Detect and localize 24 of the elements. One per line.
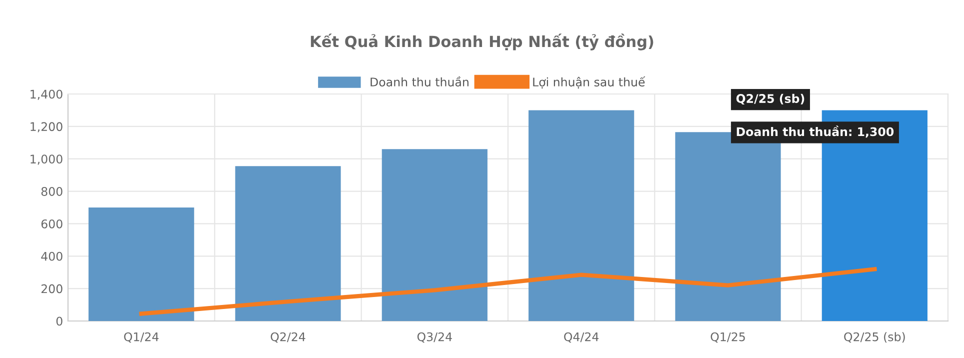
annotation: Q2/25 (sb) (736, 94, 804, 105)
x-tick-label: Q1/24 (124, 332, 159, 343)
y-tick-label: 800 (41, 187, 62, 196)
y-tick-label: 600 (41, 219, 62, 228)
x-tick-label: Q4/24 (564, 332, 599, 343)
y-tick-label: 1,200 (30, 122, 62, 132)
x-tick-label: Q3/24 (417, 332, 452, 343)
annotation: Doanh thu thuần: 1,300 (736, 126, 894, 138)
line-series (139, 267, 877, 316)
y-tick-label: 400 (41, 252, 62, 261)
bar (235, 166, 341, 321)
y-tick-label: 1,000 (30, 154, 62, 165)
bar (88, 208, 194, 321)
y-tick-label: 1,400 (30, 90, 62, 100)
legend-label: Lợi nhuận sau thuế (533, 76, 646, 88)
y-tick-label: 0 (56, 316, 62, 326)
bar (382, 149, 488, 321)
y-tick-label: 200 (41, 284, 62, 294)
x-tick-label: Q2/25 (sb) (844, 332, 905, 343)
x-tick-label: Q2/24 (270, 332, 306, 343)
x-tick-label: Q1/25 (710, 332, 745, 343)
legend-label: Doanh thu thuần (370, 76, 468, 86)
bar (528, 110, 634, 321)
chart-title: Kết Quả Kinh Doanh Hợp Nhất (tỷ đồng) (310, 34, 654, 50)
